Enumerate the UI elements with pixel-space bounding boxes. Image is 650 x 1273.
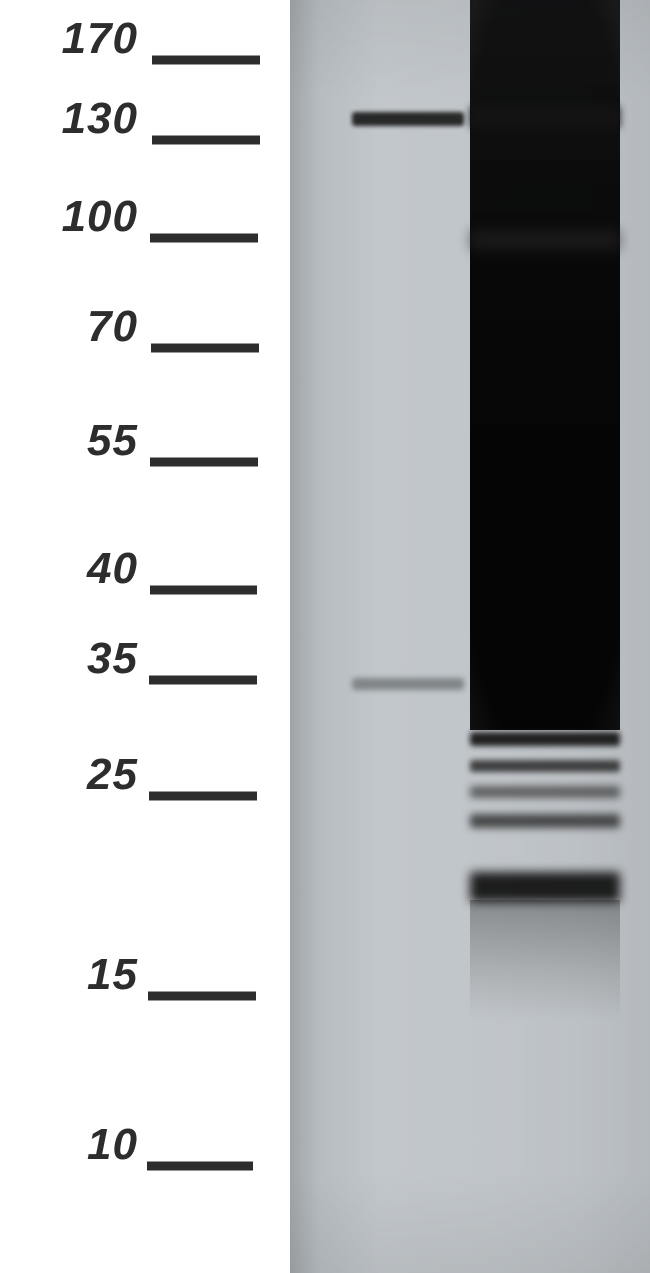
mw-marker-label: 55 — [87, 416, 138, 466]
blot-membrane — [290, 0, 650, 1273]
mw-marker-tick — [150, 585, 257, 594]
band-35kda — [352, 678, 464, 690]
mw-marker-tick — [151, 343, 259, 352]
band-28kda — [470, 786, 620, 798]
band-135kda — [470, 106, 620, 128]
left-lane — [352, 0, 464, 1273]
right-lane — [470, 0, 620, 1273]
mw-marker-label: 35 — [87, 634, 138, 684]
mw-marker-tick — [149, 791, 257, 800]
mw-marker-label: 25 — [87, 750, 138, 800]
mw-marker-label: 70 — [87, 302, 138, 352]
mw-marker-label: 10 — [87, 1120, 138, 1170]
band-100kda — [470, 230, 620, 250]
band-135kda — [352, 112, 464, 126]
mw-marker-label: 100 — [62, 192, 138, 242]
band-26kda — [470, 814, 620, 828]
mw-marker-tick — [148, 991, 256, 1000]
band-22kda — [470, 872, 620, 902]
mw-marker-tick — [152, 135, 260, 144]
mw-marker-tick — [150, 233, 258, 242]
mw-marker-tick — [152, 55, 260, 64]
mw-marker-tick — [150, 457, 258, 466]
band-33kda-a — [470, 732, 620, 746]
bottom-fade — [470, 900, 620, 1020]
mw-marker-tick — [149, 675, 257, 684]
mw-marker-tick — [147, 1161, 253, 1170]
mw-marker-label: 130 — [62, 94, 138, 144]
mw-marker-label: 40 — [87, 544, 138, 594]
western-blot-figure: 170 130 100 70 55 40 35 25 15 10 — [0, 0, 650, 1273]
mw-marker-label: 170 — [62, 14, 138, 64]
mw-marker-label: 15 — [87, 950, 138, 1000]
band-30kda — [470, 760, 620, 772]
